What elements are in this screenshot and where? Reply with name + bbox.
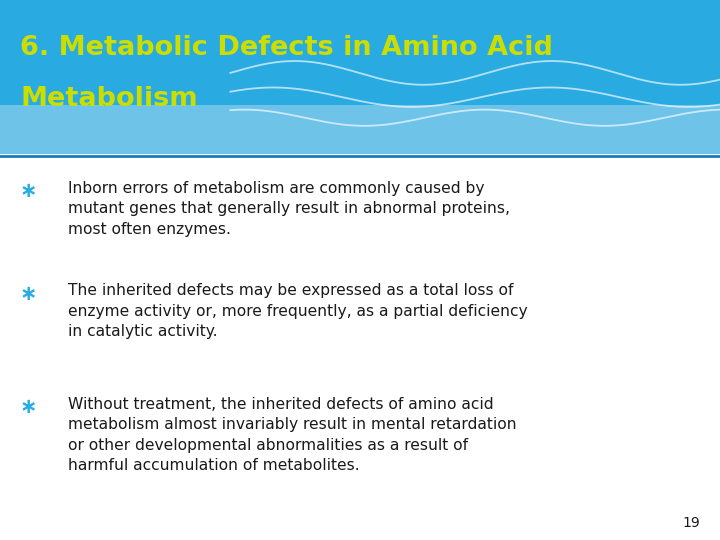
- Text: Inborn errors of metabolism are commonly caused by
mutant genes that generally r: Inborn errors of metabolism are commonly…: [68, 181, 510, 237]
- Text: Without treatment, the inherited defects of amino acid
metabolism almost invaria: Without treatment, the inherited defects…: [68, 397, 517, 473]
- Text: ∗: ∗: [20, 284, 37, 303]
- FancyBboxPatch shape: [0, 0, 720, 154]
- FancyBboxPatch shape: [0, 105, 720, 154]
- Text: 6. Metabolic Defects in Amino Acid: 6. Metabolic Defects in Amino Acid: [20, 35, 553, 61]
- Text: The inherited defects may be expressed as a total loss of
enzyme activity or, mo: The inherited defects may be expressed a…: [68, 284, 528, 339]
- Text: ∗: ∗: [20, 181, 37, 201]
- Text: ∗: ∗: [20, 397, 37, 417]
- Text: 19: 19: [682, 516, 700, 530]
- Text: Metabolism: Metabolism: [20, 86, 198, 112]
